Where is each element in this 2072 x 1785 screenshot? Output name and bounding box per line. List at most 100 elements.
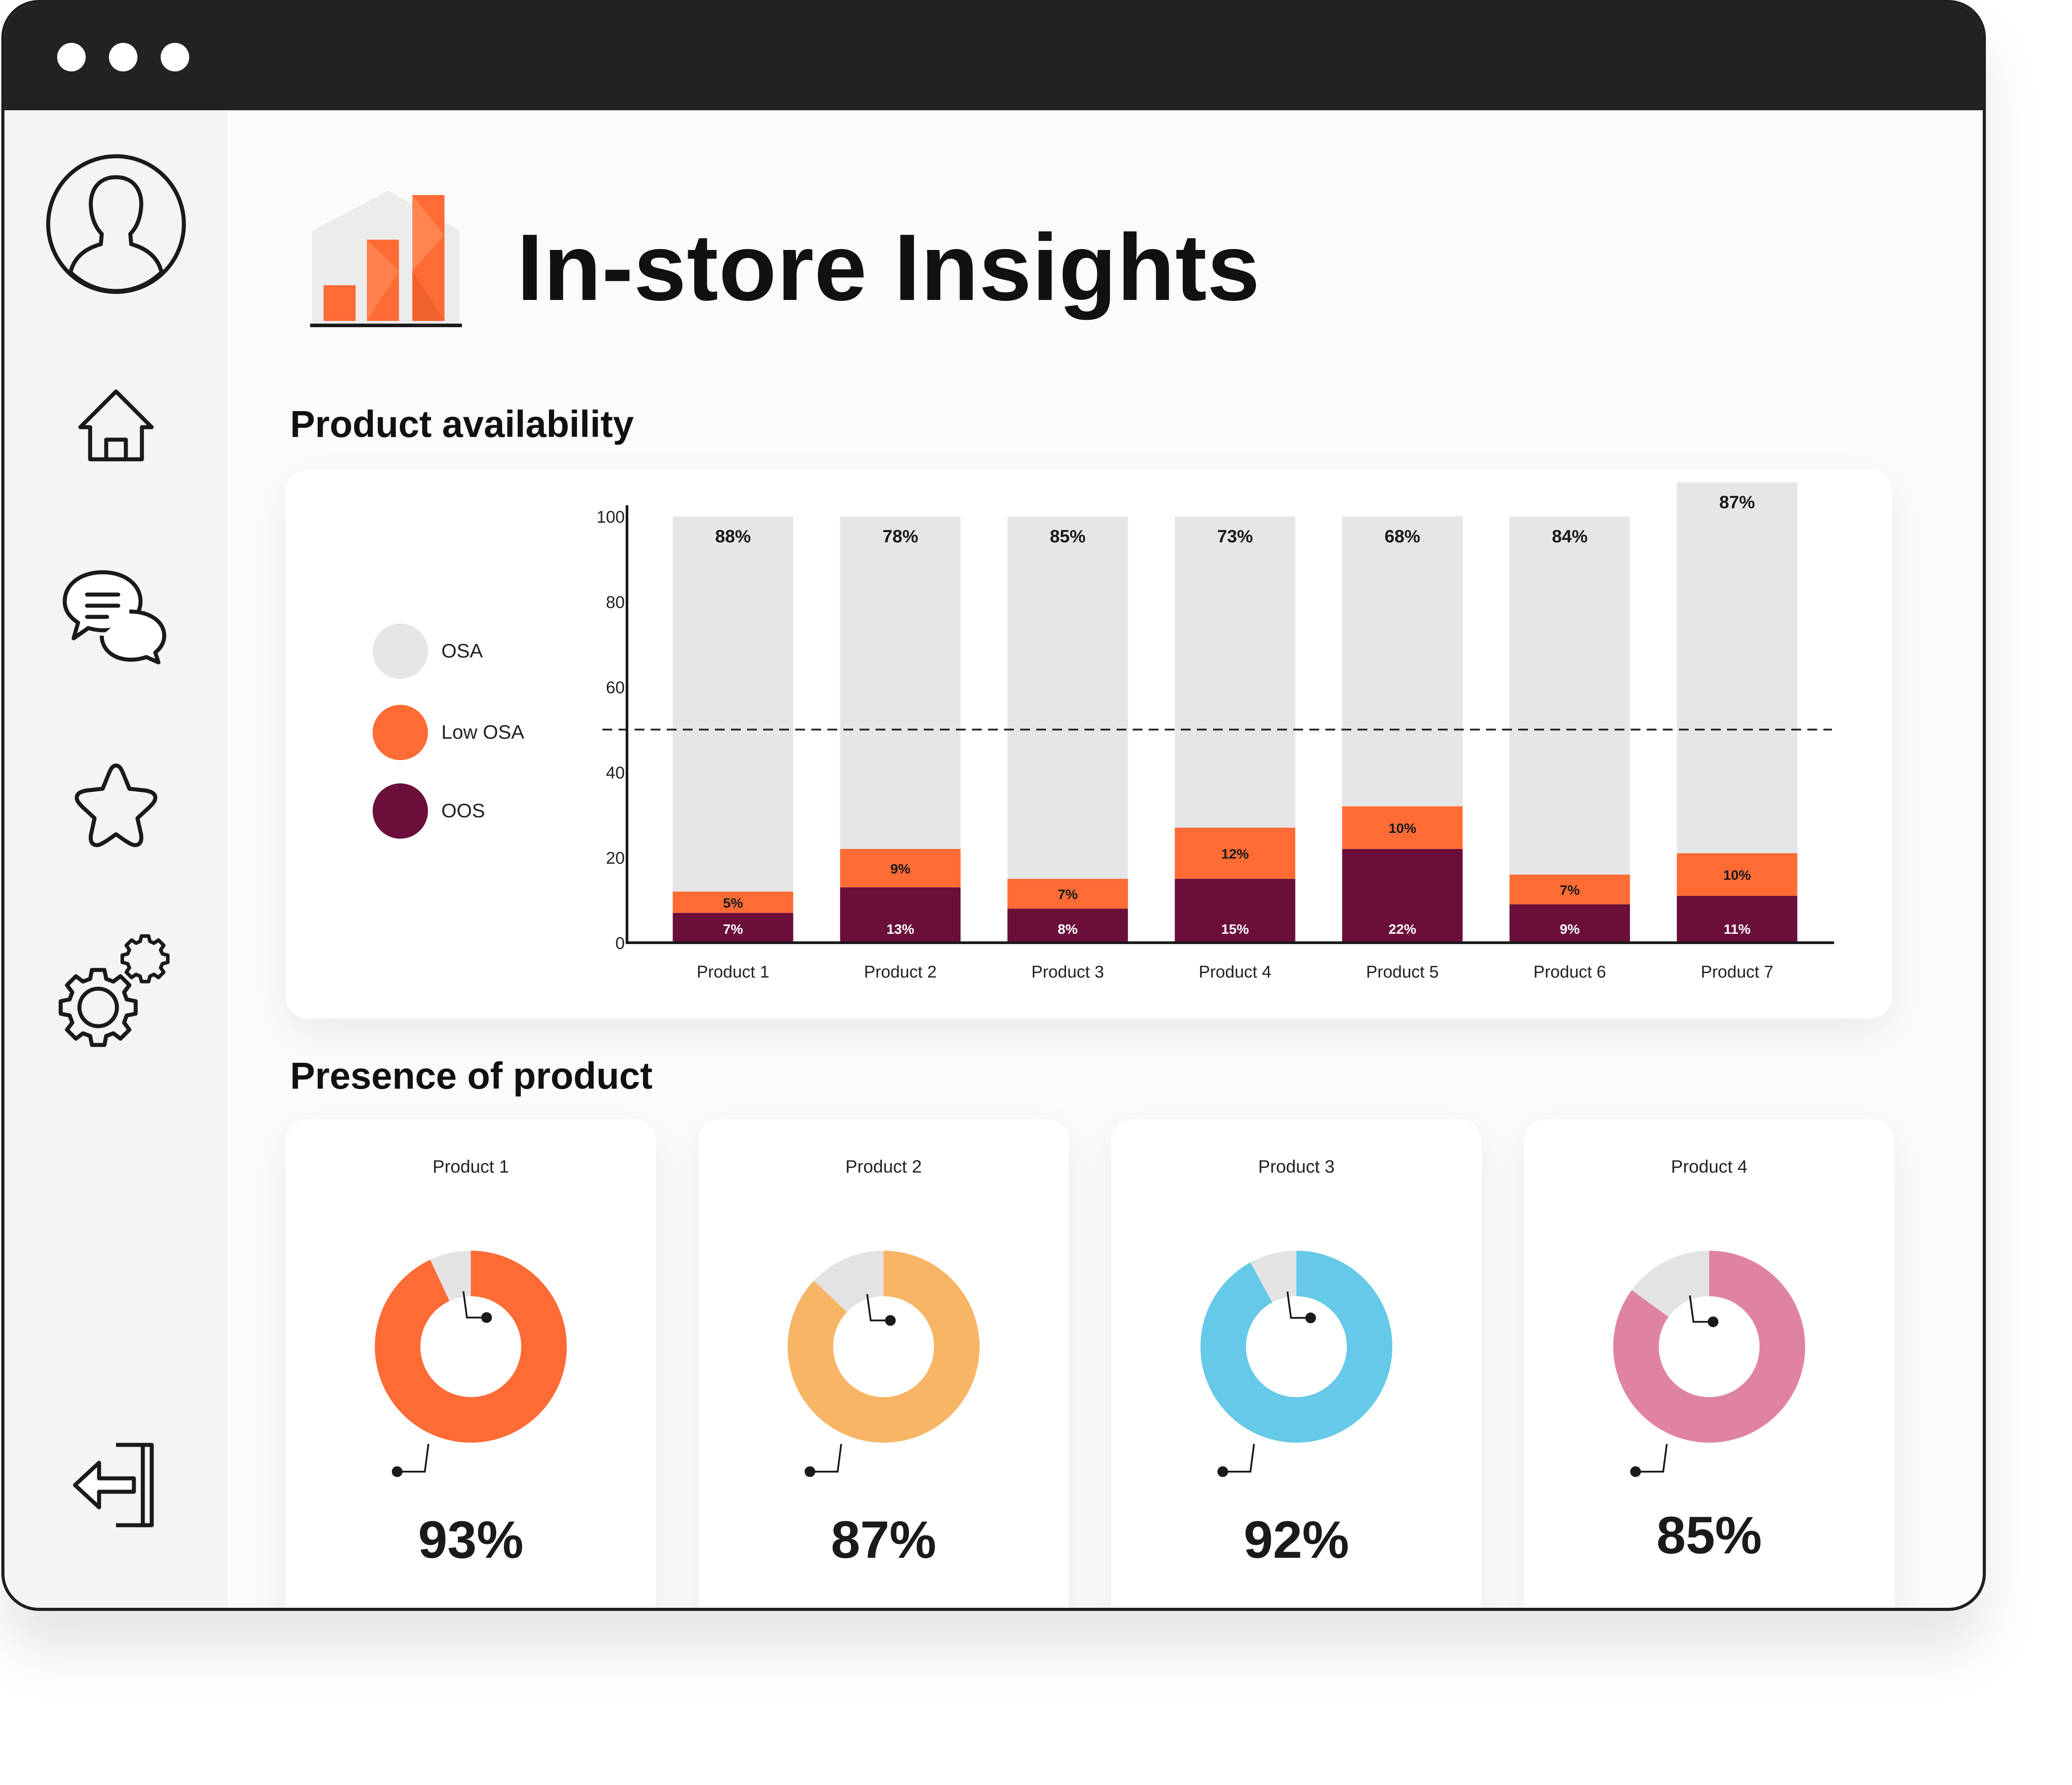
window-dot-1[interactable]	[57, 43, 86, 71]
donut-leader-line	[1286, 1291, 1311, 1319]
legend-swatch-low-osa	[373, 705, 428, 760]
sidebar-item-logout[interactable]	[4, 1436, 228, 1534]
bar-segment-oos	[1007, 908, 1128, 943]
presence-card-2: Product 2 87%	[698, 1119, 1069, 1608]
data-label: 78%	[882, 527, 918, 546]
bar-segment-low-osa	[1677, 853, 1798, 896]
bar-segment-osa	[840, 516, 961, 849]
bar-segment-low-osa	[1342, 806, 1463, 849]
y-tick-label: 100	[597, 508, 625, 527]
donut-value-segment	[1613, 1251, 1805, 1443]
presence-card-4: Product 4 85%	[1524, 1119, 1894, 1608]
presence-card-title: Product 2	[845, 1157, 922, 1177]
x-tick-label: Product 1	[697, 963, 769, 982]
bar-segment-osa	[1509, 516, 1630, 875]
x-tick-label: Product 7	[1701, 963, 1773, 982]
donut-value-segment	[788, 1251, 980, 1443]
presence-card-value: 87%	[830, 1510, 937, 1569]
bar-segment-osa	[1175, 516, 1296, 828]
donut-leader-dot	[805, 1466, 815, 1477]
bar-segment-low-osa	[1509, 874, 1630, 905]
donut-leader-line	[462, 1291, 487, 1319]
data-label: 9%	[890, 861, 910, 877]
page-title: In-store Insights	[517, 214, 1261, 320]
presence-card-title: Product 4	[1671, 1157, 1748, 1177]
data-label: 12%	[1221, 846, 1249, 861]
app-window: In-store Insights Product availability O…	[1, 0, 1986, 1611]
sidebar-item-favorites[interactable]	[4, 757, 228, 851]
bar-segment-low-osa	[840, 849, 961, 887]
x-tick-label: Product 5	[1366, 963, 1439, 982]
data-label: 85%	[1050, 527, 1085, 546]
bar-segment-oos	[673, 913, 793, 943]
donut-chart-4	[1613, 1251, 1805, 1477]
donut-leader-line	[810, 1444, 842, 1473]
legend-swatch-oos	[373, 783, 428, 839]
bar-segment-oos	[1509, 904, 1630, 943]
data-label: 7%	[1560, 882, 1580, 898]
user-avatar-icon	[46, 154, 186, 294]
avatar[interactable]	[4, 153, 228, 295]
home-icon	[78, 389, 154, 462]
bar-segment-oos	[1677, 895, 1798, 943]
donut-chart-1	[375, 1251, 567, 1477]
bar-segment-low-osa	[673, 891, 793, 913]
availability-card: OSA Low OSA OOS 0 20 40 60 80 100 7% 5% 88% Produ…	[286, 470, 1892, 1019]
presence-card-value: 92%	[1243, 1510, 1349, 1569]
bar-segment-low-osa	[1175, 828, 1296, 879]
star-icon	[75, 763, 158, 847]
data-label: 5%	[723, 895, 743, 911]
sidebar-item-messages[interactable]	[4, 559, 228, 666]
donut-leader-dot	[392, 1466, 403, 1477]
data-label: 15%	[1221, 921, 1249, 937]
bar-chart-logo-icon	[303, 182, 469, 336]
data-label: 10%	[1388, 820, 1416, 836]
donut-value-segment	[375, 1251, 567, 1443]
x-tick-label: Product 3	[1031, 963, 1104, 982]
donut-leader-dot	[1707, 1316, 1719, 1327]
data-label: 88%	[715, 527, 751, 546]
data-label: 84%	[1552, 527, 1587, 546]
legend-label-oos: OOS	[441, 800, 485, 822]
window-dot-2[interactable]	[109, 43, 137, 71]
legend-label-low-osa: Low OSA	[441, 721, 524, 743]
sidebar	[4, 110, 228, 1608]
legend-label-osa: OSA	[441, 640, 483, 662]
donut-leader-line	[397, 1444, 429, 1473]
donut-leader-dot	[1305, 1312, 1316, 1323]
x-tick-label: Product 6	[1533, 963, 1606, 982]
bar-segment-osa	[1007, 516, 1128, 879]
donut-value-segment	[1200, 1251, 1392, 1443]
donut-leader-dot	[1217, 1466, 1228, 1477]
bar-segment-osa	[1677, 482, 1798, 853]
title-bar	[4, 3, 1983, 110]
y-tick-label: 40	[606, 764, 625, 782]
bar-segment-oos	[840, 887, 961, 943]
bar-segment-low-osa	[1007, 878, 1128, 909]
data-label: 87%	[1719, 493, 1755, 512]
availability-bar-chart: 0 20 40 60 80 100 7% 5% 88% Product 1 13% 9% 78% Prod…	[597, 482, 1834, 982]
donut-leader-line	[1636, 1444, 1668, 1473]
data-label: 68%	[1384, 527, 1420, 546]
availability-section-title: Product availability	[290, 403, 634, 445]
presence-card-3: Product 3 92%	[1111, 1119, 1482, 1608]
presence-card-title: Product 1	[432, 1157, 509, 1177]
legend-item-low-osa: Low OSA	[373, 705, 524, 760]
data-label: 9%	[1560, 921, 1580, 937]
data-label: 10%	[1723, 867, 1751, 883]
presence-card-title: Product 3	[1258, 1157, 1335, 1177]
y-tick-label: 60	[606, 678, 625, 697]
sidebar-item-home[interactable]	[4, 383, 228, 467]
data-label: 11%	[1723, 921, 1750, 937]
y-tick-label: 0	[615, 934, 625, 953]
donut-leader-dot	[481, 1312, 492, 1323]
sidebar-item-settings[interactable]	[4, 932, 228, 1052]
window-dot-3[interactable]	[161, 43, 189, 71]
data-label: 7%	[1058, 886, 1078, 902]
bar-segment-osa	[673, 516, 793, 892]
y-tick-label: 20	[606, 849, 625, 868]
data-label: 13%	[886, 921, 914, 937]
legend-swatch-osa	[373, 624, 428, 679]
presence-section-title: Presence of product	[290, 1055, 653, 1097]
donut-leader-line	[1223, 1444, 1255, 1473]
